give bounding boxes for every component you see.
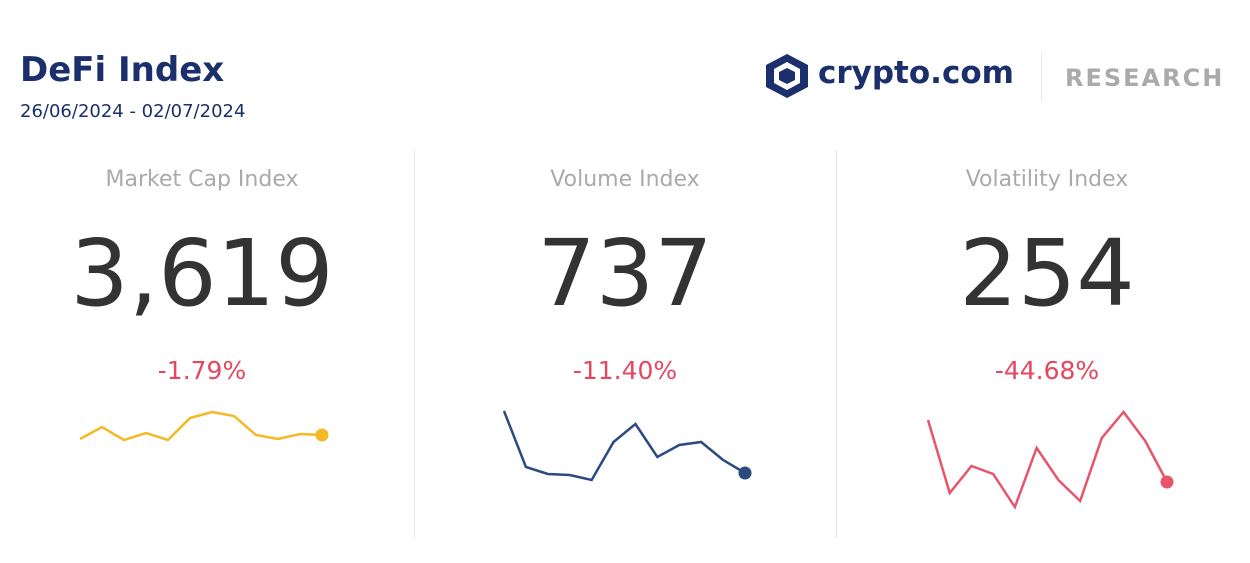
- card-change: -11.40%: [573, 356, 677, 385]
- logo-icon: [766, 54, 808, 98]
- sparkline-end: [738, 466, 752, 480]
- brand-section: RESEARCH: [1065, 64, 1225, 92]
- card-title: Volume Index: [550, 167, 699, 192]
- divider: [414, 150, 415, 538]
- card-title: Market Cap Index: [106, 167, 299, 192]
- card-change: -44.68%: [995, 356, 1099, 385]
- card-value: 254: [959, 220, 1135, 327]
- card-value: 737: [537, 220, 713, 327]
- sparkline: [502, 410, 746, 482]
- card-title: Volatility Index: [966, 167, 1129, 192]
- divider: [836, 150, 837, 538]
- sparkline: [926, 409, 1169, 510]
- sparkline-end: [1160, 475, 1174, 489]
- date-range: 26/06/2024 - 02/07/2024: [20, 101, 246, 122]
- sparkline: [79, 410, 323, 442]
- card-value: 3,619: [70, 220, 333, 327]
- card-change: -1.79%: [158, 356, 246, 385]
- sparkline-end: [315, 428, 329, 442]
- brand: crypto.com: [818, 55, 1014, 91]
- divider: [1041, 53, 1042, 101]
- title: DeFi Index: [20, 50, 225, 90]
